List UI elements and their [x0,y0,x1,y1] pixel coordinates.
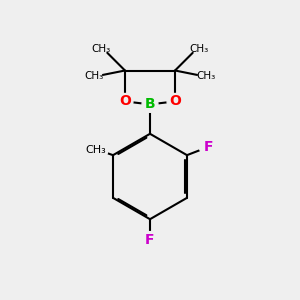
Text: O: O [119,94,131,108]
Circle shape [141,232,159,249]
Circle shape [199,138,217,156]
Text: CH₃: CH₃ [190,44,209,54]
Circle shape [117,94,133,109]
Text: CH₃: CH₃ [196,71,216,81]
Text: F: F [203,140,213,154]
Circle shape [167,94,183,109]
Text: O: O [169,94,181,108]
Text: F: F [145,233,155,248]
Text: B: B [145,98,155,111]
Text: CH₃: CH₃ [91,44,110,54]
Text: CH₃: CH₃ [84,71,104,81]
Text: CH₃: CH₃ [85,145,106,155]
Circle shape [142,96,158,112]
Circle shape [83,137,108,162]
